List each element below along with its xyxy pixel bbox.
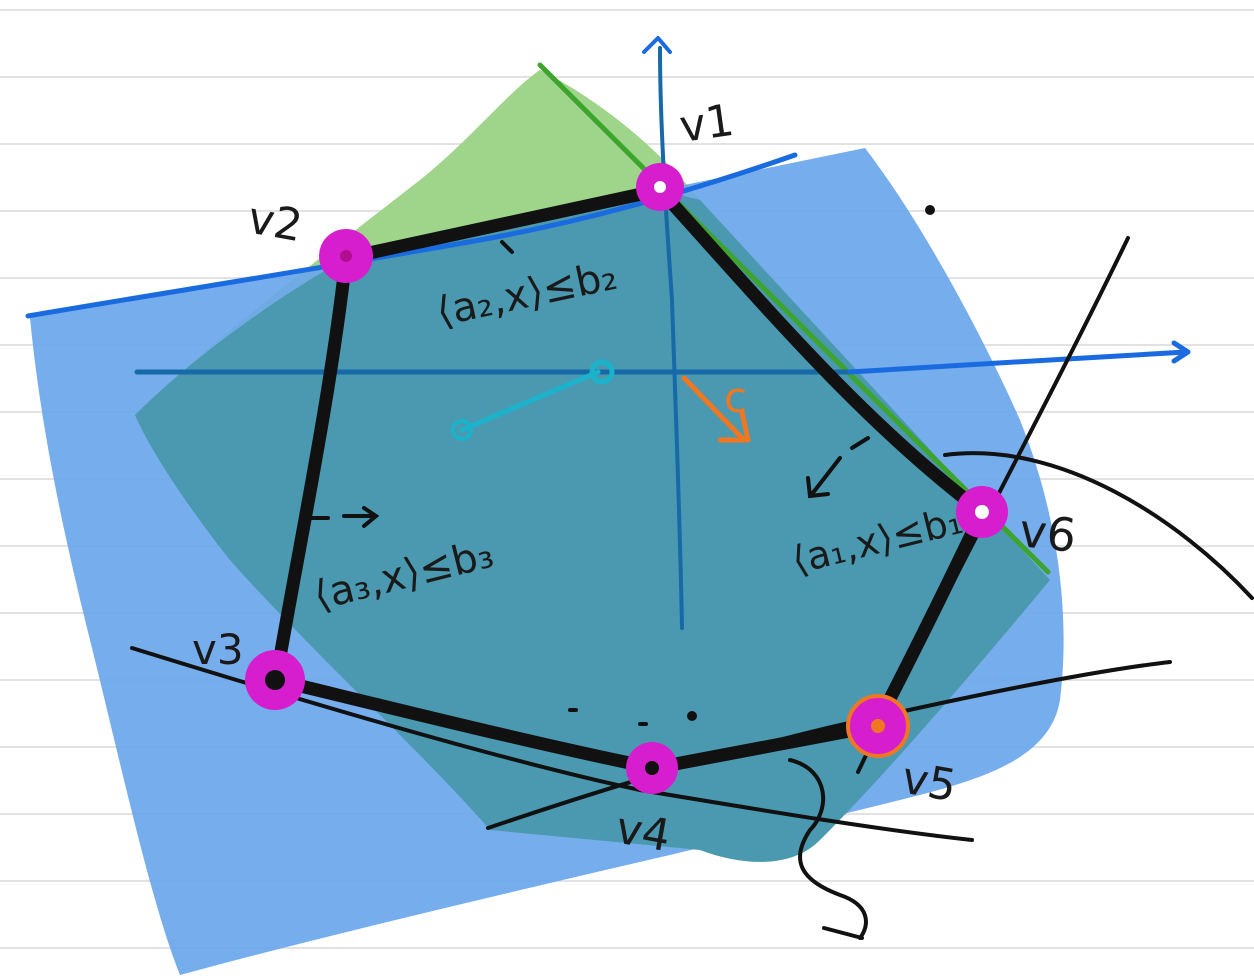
vertex-label-v5: v5 <box>898 753 960 813</box>
vertex-label-v4: v4 <box>612 803 674 863</box>
polytope-edges <box>269 183 989 775</box>
vertex-labels: v1 v2 v3 v4 v5 v6 <box>192 95 1079 862</box>
objective-vector: c <box>681 373 751 443</box>
vertex-v2 <box>319 229 373 283</box>
normal-arrow-a3 <box>310 506 380 528</box>
ink-dots <box>568 205 935 726</box>
normal-arrows <box>310 240 870 528</box>
vertex-v1 <box>636 163 684 211</box>
vertex-markers <box>245 163 1008 794</box>
cyan-segment <box>451 359 615 441</box>
edge-v2-v3 <box>269 251 353 687</box>
vertex-label-v3: v3 <box>192 625 244 674</box>
cyan-start-point <box>451 419 473 441</box>
vertex-v6 <box>956 486 1008 538</box>
edge-v4-v5 <box>647 719 883 775</box>
y-axis-arrowhead <box>642 36 672 54</box>
vertex-label-v1: v1 <box>676 95 737 153</box>
vertex-v4 <box>626 742 678 794</box>
edge-v6-v1 <box>653 183 989 519</box>
normal-arrow-a1 <box>806 436 870 499</box>
y-axis <box>658 46 684 630</box>
vertex-label-v6: v6 <box>1017 503 1079 563</box>
green-constraint-line <box>537 62 1051 575</box>
objective-label: c <box>724 373 747 422</box>
edge-v3-v4 <box>269 673 661 775</box>
vertex-v5 <box>846 694 910 758</box>
vertex-v3 <box>245 650 305 710</box>
edge-v1-v2 <box>339 183 667 265</box>
x-axis-arrowhead <box>1171 340 1191 364</box>
x-axis-extension <box>847 349 1189 375</box>
normal-arrow-a2 <box>500 240 514 254</box>
cyan-end-point <box>589 359 615 385</box>
vertex-label-v2: v2 <box>244 193 306 253</box>
